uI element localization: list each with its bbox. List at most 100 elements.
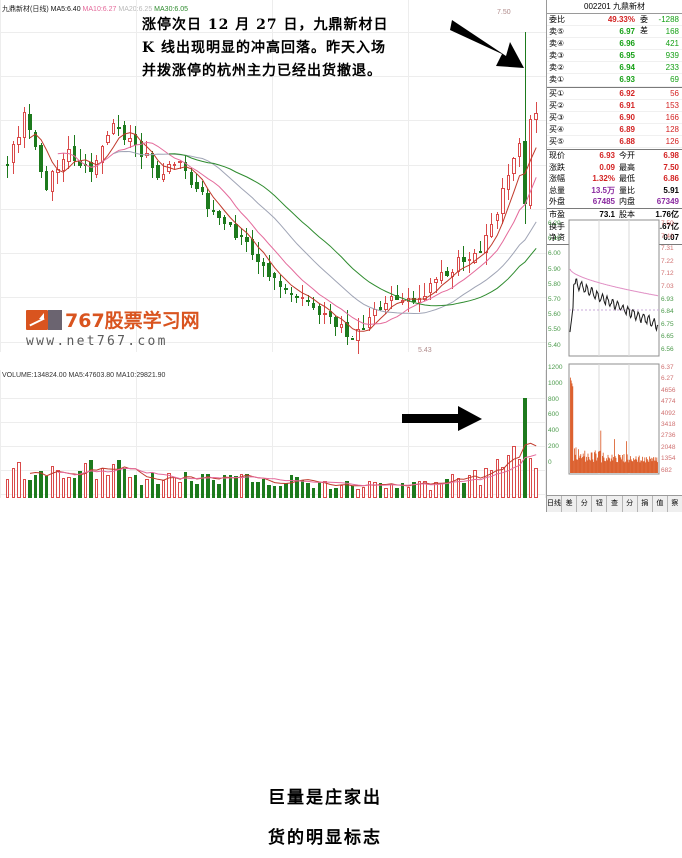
volume-bar xyxy=(222,474,227,498)
volume-chart[interactable]: VOLUME:134824.00 MA5:47603.80 MA10:29821… xyxy=(0,370,546,848)
toolbar-button[interactable]: 察 xyxy=(667,496,682,512)
intraday-volume-bar xyxy=(594,450,596,473)
volume-bar xyxy=(395,487,399,498)
toolbar-button[interactable]: 查 xyxy=(607,496,623,512)
intraday-volume-bar xyxy=(607,454,609,473)
order-row[interactable]: 卖④ 6.96 421 xyxy=(547,38,682,51)
intraday-volume-bar xyxy=(576,459,578,473)
candlestick xyxy=(150,150,155,179)
intraday-volume-bar xyxy=(616,462,618,473)
toolbar-button[interactable]: 捐 xyxy=(637,496,653,512)
intraday-volume-bar xyxy=(575,447,577,473)
candlestick xyxy=(389,285,394,309)
order-row[interactable]: 卖① 6.93 69 xyxy=(547,74,682,87)
candlestick xyxy=(384,295,388,314)
toolbar-button[interactable]: 分 xyxy=(577,496,593,512)
toolbar-button[interactable]: 差 xyxy=(562,496,578,512)
intraday-volume-bar xyxy=(610,458,612,473)
volume-bar xyxy=(334,487,338,498)
order-row[interactable]: 买② 6.91 153 xyxy=(547,100,682,112)
main-price-chart[interactable]: 九鼎新材(日线) MA5:6.40 MA10:6.27 MA20:6.25 MA… xyxy=(0,0,546,370)
intraday-volume-chart[interactable]: 1200 1000 800 600 400 200 0 6.37 6.27 4656 4774 40… xyxy=(547,362,682,490)
toolbar-button[interactable]: 钮 xyxy=(592,496,608,512)
candlestick xyxy=(289,287,294,302)
chart-toolbar[interactable]: 日线差分钮查分捐值察 xyxy=(547,495,682,512)
toolbar-button[interactable]: 值 xyxy=(652,496,668,512)
volume-bar xyxy=(478,484,483,498)
order-price: 6.91 xyxy=(619,100,635,110)
volume-bar xyxy=(417,480,422,498)
candlestick xyxy=(206,188,210,217)
site-watermark: 767股票学习网 www.net767.com xyxy=(26,306,200,349)
volume-bar xyxy=(56,469,60,498)
ask-order-book[interactable]: 卖⑤ 6.97 168 卖④ 6.96 421 卖③ 6.95 939 卖② 6.94 233 卖① 6.… xyxy=(547,26,682,87)
intraday-volume-bar xyxy=(586,460,588,473)
order-row[interactable]: 买① 6.92 56 xyxy=(547,88,682,100)
ma-line-5 xyxy=(29,132,537,332)
volume-bar xyxy=(362,487,366,498)
stat-value-2: 5.91 xyxy=(663,185,679,195)
axis-tick-label: 6.20 xyxy=(548,220,561,227)
candlestick xyxy=(128,124,132,149)
order-row[interactable]: 买⑤ 6.88 126 xyxy=(547,136,682,149)
axis-tick-label: 7.12 xyxy=(661,270,674,278)
gridline-vertical xyxy=(0,0,1,352)
volume-bar xyxy=(501,466,505,498)
volume-bar xyxy=(33,474,38,498)
intraday-volume-bar xyxy=(657,462,658,473)
candlestick xyxy=(67,135,71,169)
ma-line-30 xyxy=(168,153,537,307)
order-row[interactable]: 卖② 6.94 233 xyxy=(547,62,682,75)
order-row[interactable]: 卖⑤ 6.97 168 xyxy=(547,26,682,39)
volume-bar xyxy=(39,470,43,498)
volume-ma-line-10 xyxy=(57,454,537,487)
order-row[interactable]: 卖③ 6.95 939 xyxy=(547,50,682,63)
quote-panel: 002201 九鼎新材 委比 49.33% 委差 -1288 卖⑤ 6.97 168… xyxy=(546,0,682,512)
volume-bar xyxy=(295,476,299,498)
axis-tick-label: 7.41 xyxy=(661,232,674,240)
candlestick xyxy=(122,120,127,145)
axis-tick-label: 6.27 xyxy=(661,375,674,383)
candlestick xyxy=(434,277,438,294)
volume-bar xyxy=(384,488,388,498)
intraday-volume-bar xyxy=(570,380,572,473)
toolbar-button[interactable]: 分 xyxy=(622,496,638,512)
axis-tick-label: 1200 xyxy=(548,364,563,371)
order-price: 6.96 xyxy=(619,39,635,49)
intraday-volume-bar xyxy=(580,454,582,473)
order-row[interactable]: 买④ 6.89 128 xyxy=(547,124,682,136)
candlestick xyxy=(345,309,349,345)
volume-bar xyxy=(451,474,455,498)
candlestick xyxy=(278,274,282,299)
candlestick xyxy=(28,104,32,140)
axis-tick-label: 1000 xyxy=(548,379,563,387)
quote-header: 002201 九鼎新材 xyxy=(547,0,682,14)
brand-logo-block-icon xyxy=(48,309,62,330)
gridline-vertical xyxy=(408,370,409,498)
stat-row: 总量 13.5万 量比 5.91 xyxy=(547,185,682,197)
intraday-price-chart[interactable]: 6.20 6.10 6.00 5.90 5.80 5.70 5.60 5.50 5.40 7.5… xyxy=(547,218,682,360)
bid-order-book[interactable]: 买① 6.92 56 买② 6.91 153 买③ 6.90 166 买④ 6.89 128 买⑤ 6.8… xyxy=(547,86,682,149)
intraday-volume-bar xyxy=(599,450,601,473)
volume-bar xyxy=(278,485,282,498)
volume-bar xyxy=(517,459,522,498)
order-price: 6.90 xyxy=(619,112,635,122)
candlestick xyxy=(534,101,538,133)
volume-bar xyxy=(133,475,138,498)
intraday-volume-bar xyxy=(594,452,595,473)
volume-bar xyxy=(261,478,266,498)
volume-bar xyxy=(489,469,494,498)
volume-bar xyxy=(467,474,472,498)
axis-tick-label: 5.90 xyxy=(548,265,561,273)
order-level: 卖③ xyxy=(549,51,565,61)
order-level: 买③ xyxy=(549,112,565,122)
axis-tick-label: 6.00 xyxy=(548,250,561,258)
order-volume: 128 xyxy=(665,124,679,134)
order-price: 6.93 xyxy=(619,75,635,85)
toolbar-button[interactable]: 日线 xyxy=(547,496,563,512)
order-row[interactable]: 买③ 6.90 166 xyxy=(547,112,682,124)
candlestick xyxy=(339,315,344,333)
order-volume: 421 xyxy=(665,39,679,49)
candlestick xyxy=(267,254,271,282)
candlestick xyxy=(172,161,177,171)
